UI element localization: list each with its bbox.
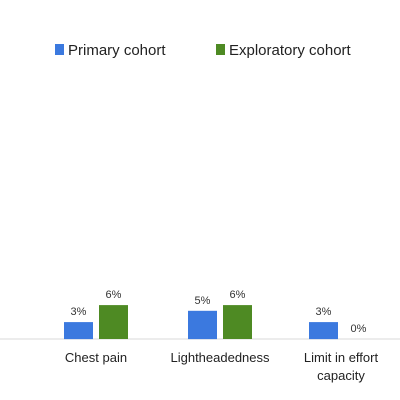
bar — [309, 322, 338, 340]
legend-swatch — [55, 44, 64, 55]
x-tick-label: Lightheadedness — [170, 350, 270, 365]
data-label: 5% — [195, 295, 211, 307]
data-label: 6% — [230, 289, 246, 301]
bar — [223, 305, 252, 339]
bars — [64, 305, 338, 340]
legend-label: Primary cohort — [68, 42, 166, 59]
data-label: 0% — [351, 323, 367, 335]
data-label: 3% — [71, 306, 87, 318]
x-tick-label: Limit in effort capacity — [304, 350, 379, 383]
bar — [99, 305, 128, 339]
legend: Primary cohort Exploratory cohort — [55, 42, 352, 59]
data-labels: 3% 5% 3% 6% 6% 0% — [71, 289, 367, 335]
legend-label: Exploratory cohort — [229, 42, 352, 59]
data-label: 6% — [106, 289, 122, 301]
x-tick-label: Chest pain — [65, 350, 127, 365]
bar — [64, 322, 93, 340]
data-label: 3% — [316, 306, 332, 318]
legend-swatch — [216, 44, 225, 55]
bar — [188, 310, 217, 340]
